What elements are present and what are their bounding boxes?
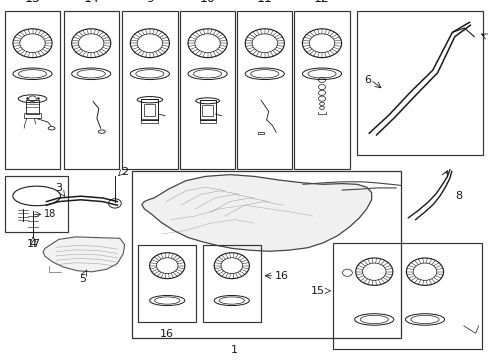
Bar: [199, 119, 215, 123]
Bar: [180, 11, 235, 169]
Bar: [141, 99, 158, 120]
Bar: [5, 176, 68, 232]
Bar: [132, 171, 400, 338]
Text: 17: 17: [26, 239, 41, 249]
Bar: [257, 132, 263, 134]
Text: 4: 4: [30, 239, 37, 249]
Bar: [237, 11, 292, 169]
Text: 12: 12: [313, 0, 329, 5]
Text: 9: 9: [145, 0, 154, 5]
Bar: [5, 11, 60, 169]
Text: 3: 3: [55, 183, 62, 193]
Text: 16: 16: [160, 329, 174, 339]
Bar: [141, 119, 158, 123]
Bar: [203, 245, 260, 322]
Bar: [294, 11, 349, 169]
Text: 18: 18: [43, 210, 56, 219]
Bar: [122, 11, 177, 169]
Polygon shape: [43, 237, 124, 272]
Bar: [63, 11, 119, 169]
Text: 11: 11: [256, 0, 272, 5]
Text: 2: 2: [121, 167, 128, 177]
Bar: [24, 113, 41, 118]
Text: 1: 1: [230, 345, 237, 355]
Text: 16: 16: [275, 271, 289, 281]
Polygon shape: [142, 175, 371, 251]
Bar: [356, 11, 482, 155]
Bar: [25, 100, 40, 114]
Text: 15: 15: [310, 286, 325, 296]
Text: 5: 5: [80, 274, 86, 284]
Text: 8: 8: [454, 191, 461, 201]
Bar: [138, 245, 196, 322]
Bar: [144, 104, 155, 116]
Text: 10: 10: [199, 0, 215, 5]
Bar: [332, 243, 481, 349]
Text: 6: 6: [364, 75, 370, 85]
Text: 7: 7: [487, 32, 488, 42]
Bar: [202, 105, 212, 116]
Bar: [199, 100, 215, 120]
Text: 14: 14: [83, 0, 99, 5]
Text: 13: 13: [24, 0, 41, 5]
